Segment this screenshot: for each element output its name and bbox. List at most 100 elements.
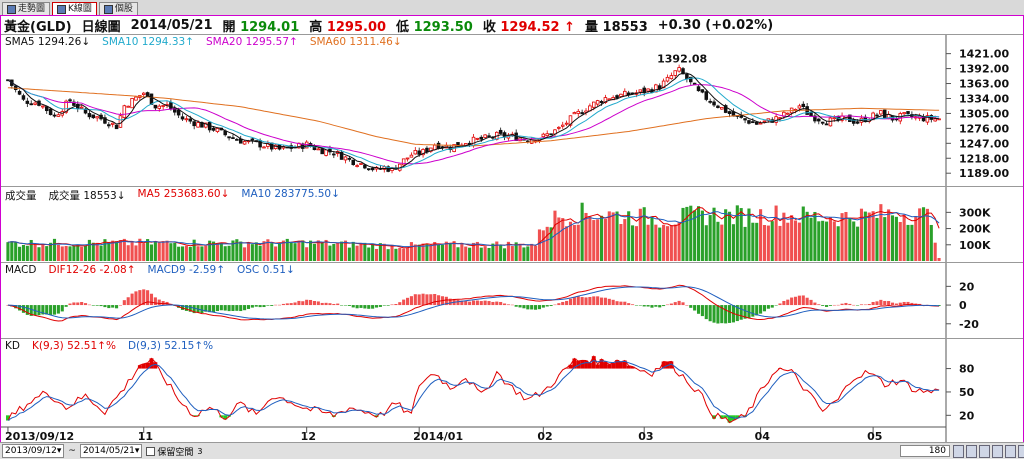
volume-bar xyxy=(246,243,251,261)
candle-body xyxy=(689,76,693,83)
last-icon[interactable] xyxy=(992,445,1003,458)
price-axis-tick-label: 1334.00 xyxy=(959,92,1009,105)
osc-bar xyxy=(157,299,161,306)
volume-bar xyxy=(728,211,732,261)
candle-body xyxy=(700,89,705,93)
volume-bar xyxy=(421,243,425,261)
candle-body xyxy=(615,95,619,99)
osc-bar xyxy=(704,305,708,320)
volume-bar xyxy=(239,241,243,261)
osc-bar xyxy=(107,305,111,309)
volume-bar xyxy=(642,207,646,261)
tab-trend[interactable]: 走勢圖 xyxy=(2,2,51,15)
price-legend-item: SMA10 1294.33↑ xyxy=(102,36,194,48)
volume-bar xyxy=(537,229,542,261)
prev-icon[interactable] xyxy=(966,445,977,458)
low-annotation: 1182.14 xyxy=(382,185,432,187)
osc-bar xyxy=(18,305,22,311)
candle-body xyxy=(134,96,138,101)
volume-bar xyxy=(918,208,922,261)
kd-legend-item: K(9,3) 52.51↑% xyxy=(31,340,116,352)
osc-bar xyxy=(607,298,611,306)
price-legend: SMA5 1294.26↓ SMA10 1294.33↑ SMA20 1295.57… xyxy=(5,36,402,48)
volume-bar xyxy=(534,245,538,261)
tab-stock[interactable]: 個股 xyxy=(98,2,138,15)
volume-bar xyxy=(161,241,165,261)
volume-bar xyxy=(184,245,188,261)
first-icon[interactable] xyxy=(953,445,964,458)
kd-axis-tick-label: 80 xyxy=(959,363,975,376)
quote-date: 2014/05/21 xyxy=(130,17,213,33)
osc-bar xyxy=(840,303,844,306)
volume-bar xyxy=(650,216,654,261)
candle-body xyxy=(487,135,491,138)
osc-bar xyxy=(623,301,627,306)
tab-kline[interactable]: K線圖 xyxy=(52,2,97,15)
osc-bar xyxy=(883,300,887,306)
osc-bar xyxy=(343,305,348,306)
tab-trend-label: 走勢圖 xyxy=(18,4,46,14)
candle-body xyxy=(25,100,30,104)
osc-bar xyxy=(192,305,196,314)
open-value: 1294.01 xyxy=(240,19,300,35)
to-date-select[interactable]: 2014/05/21 ▾ xyxy=(79,444,143,458)
osc-bar xyxy=(576,296,580,306)
osc-bar xyxy=(153,297,157,306)
osc-bar xyxy=(584,297,588,306)
reserve-space-button[interactable]: 保留空間 xyxy=(146,445,193,458)
from-date-value: 2013/09/12 xyxy=(5,446,57,456)
candle-body xyxy=(626,92,631,96)
candle-body xyxy=(747,120,751,124)
volume-bar xyxy=(743,226,747,261)
osc-bar xyxy=(778,303,782,306)
zoom-field[interactable]: 180 xyxy=(900,445,950,457)
volume-bar xyxy=(662,224,666,261)
osc-bar xyxy=(518,305,522,308)
chart-icon xyxy=(7,4,16,14)
osc-bar xyxy=(848,303,852,306)
candle-body xyxy=(242,141,247,145)
volume-bar xyxy=(506,241,510,261)
kd-overbought-fill xyxy=(591,356,596,369)
volume-bar xyxy=(502,248,507,261)
navigation-buttons xyxy=(953,445,1024,458)
osc-bar xyxy=(188,305,192,312)
macd-legend: MACD DIF12-26 -2.08↑ MACD9 -2.59↑ OSC 0.51↓ xyxy=(5,264,295,276)
volume-bar xyxy=(549,227,553,261)
osc-bar xyxy=(809,299,813,306)
candle-body xyxy=(52,114,57,117)
candle-body xyxy=(708,100,712,103)
macd-legend-item: DIF12-26 -2.08↑ xyxy=(48,264,136,276)
candle-body xyxy=(568,115,573,126)
candle-body xyxy=(646,88,650,92)
volume-bar xyxy=(390,244,394,261)
volume-bar xyxy=(169,243,173,261)
candle-body xyxy=(436,142,441,149)
zoom-out-icon[interactable] xyxy=(1018,445,1024,458)
osc-bar xyxy=(665,304,670,306)
kd-overbought-fill xyxy=(661,361,666,369)
osc-bar xyxy=(894,303,898,306)
spacing-value[interactable]: 3 xyxy=(197,446,203,456)
volume-bar xyxy=(634,226,638,261)
volume-bar xyxy=(45,246,49,261)
osc-bar xyxy=(696,305,701,314)
osc-bar xyxy=(572,297,576,306)
zoom-in-icon[interactable] xyxy=(1005,445,1016,458)
osc-bar xyxy=(309,299,313,306)
candle-body xyxy=(851,120,856,124)
candle-body xyxy=(564,122,569,125)
volume-bar xyxy=(856,226,860,261)
volume-bar xyxy=(324,239,328,261)
candle-body xyxy=(595,100,600,105)
kd-axis-tick-label: 20 xyxy=(959,409,975,422)
osc-bar xyxy=(429,294,433,306)
volume-bar xyxy=(367,247,371,261)
volume-chart: 300K 200K 100K xyxy=(6,187,991,263)
next-icon[interactable] xyxy=(979,445,990,458)
from-date-select[interactable]: 2013/09/12 ▾ xyxy=(2,444,65,458)
volume-bar xyxy=(258,245,262,261)
osc-bar xyxy=(367,305,371,309)
osc-bar xyxy=(759,305,763,314)
x-axis-tick-label: 04 xyxy=(755,430,771,443)
